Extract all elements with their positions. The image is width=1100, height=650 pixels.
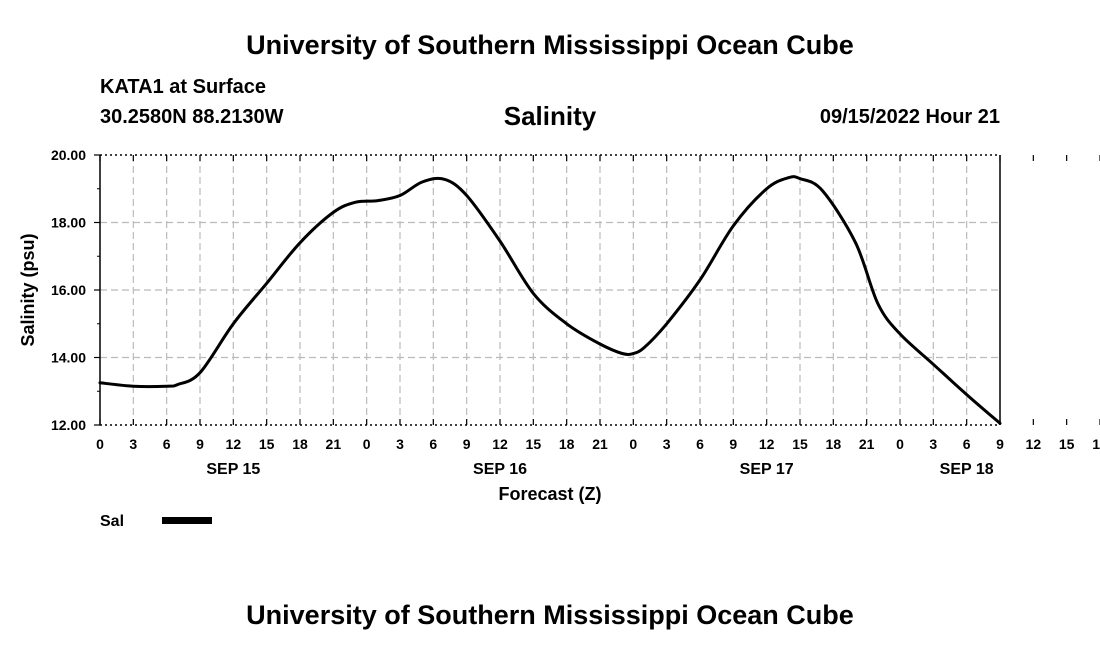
date-label: SEP 15 — [206, 461, 260, 478]
x-tick-label: 18 — [1092, 436, 1100, 452]
x-tick-label: 6 — [163, 436, 171, 452]
salinity-series-line — [98, 175, 1002, 425]
x-axis-label: Forecast (Z) — [498, 484, 601, 504]
x-tick-label: 0 — [96, 436, 104, 452]
legend-label: Sal — [100, 513, 124, 530]
date-label: SEP 17 — [740, 461, 794, 478]
x-tick-label: 12 — [1026, 436, 1042, 452]
x-tick-label: 3 — [396, 436, 404, 452]
x-tick-label: 6 — [963, 436, 971, 452]
x-tick-label: 15 — [526, 436, 542, 452]
x-tick-label: 15 — [792, 436, 808, 452]
x-tick-label: 9 — [729, 436, 737, 452]
legend-swatch — [162, 517, 212, 524]
x-tick-label: 12 — [759, 436, 775, 452]
y-tick-label: 14.00 — [51, 350, 86, 366]
x-tick-label: 15 — [259, 436, 275, 452]
date-label: SEP 18 — [940, 461, 994, 478]
x-tick-label: 15 — [1059, 436, 1075, 452]
x-tick-label: 18 — [559, 436, 575, 452]
main-title: University of Southern Mississippi Ocean… — [246, 30, 854, 60]
date-label: SEP 16 — [473, 461, 527, 478]
coordinates-label: 30.2580N 88.2130W — [100, 106, 284, 128]
y-tick-label: 18.00 — [51, 215, 86, 231]
grid-lines — [100, 155, 1000, 425]
x-tick-label: 21 — [859, 436, 875, 452]
y-axis-label: Salinity (psu) — [18, 233, 38, 346]
x-tick-label: 3 — [929, 436, 937, 452]
y-tick-label: 16.00 — [51, 282, 86, 298]
x-tick-label: 18 — [826, 436, 842, 452]
x-tick-label: 21 — [592, 436, 608, 452]
x-tick-label: 0 — [363, 436, 371, 452]
station-label: KATA1 at Surface — [100, 76, 266, 98]
x-tick-label: 9 — [463, 436, 471, 452]
forecast-datetime: 09/15/2022 Hour 21 — [819, 106, 1000, 128]
footer-title: University of Southern Mississippi Ocean… — [246, 600, 854, 630]
x-tick-label: 21 — [326, 436, 342, 452]
chart-title: Salinity — [503, 101, 597, 131]
y-tick-labels: 12.00 14.00 16.00 18.00 20.00 — [51, 147, 86, 433]
date-labels: SEP 15 SEP 16 SEP 17 SEP 18 — [206, 461, 993, 478]
x-tick-label: 18 — [292, 436, 308, 452]
x-tick-label: 9 — [196, 436, 204, 452]
x-tick-label: 3 — [663, 436, 671, 452]
x-tick-label: 9 — [996, 436, 1004, 452]
x-tick-label: 3 — [129, 436, 137, 452]
y-tick-label: 20.00 — [51, 147, 86, 163]
x-tick-label: 0 — [629, 436, 637, 452]
x-tick-labels: 0 3 6 9 12 15 18 21 0 3 6 9 12 15 18 21 0 3 6 9 12 15 18 21 0 3 6 9… — [96, 436, 1100, 452]
y-tick-label: 12.00 — [51, 417, 86, 433]
x-tick-label: 0 — [896, 436, 904, 452]
x-tick-label: 6 — [429, 436, 437, 452]
axes — [94, 154, 1100, 426]
x-tick-label: 12 — [226, 436, 242, 452]
x-tick-label: 12 — [492, 436, 508, 452]
x-tick-label: 6 — [696, 436, 704, 452]
